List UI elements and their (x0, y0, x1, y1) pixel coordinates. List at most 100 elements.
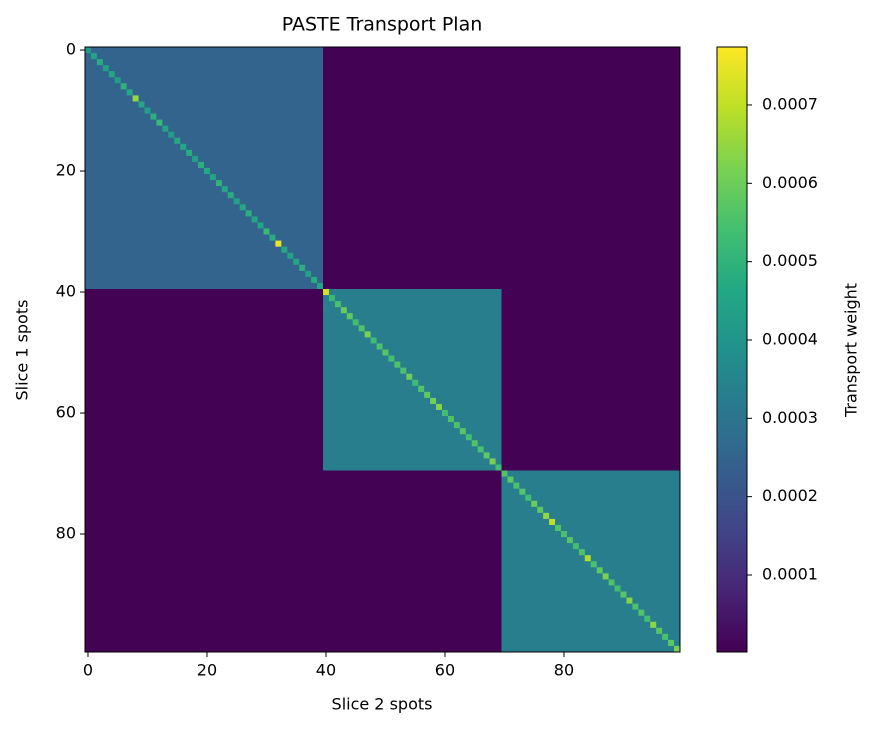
diagonal-cell (537, 506, 544, 513)
diagonal-cell (513, 482, 520, 489)
diagonal-cell (453, 422, 460, 429)
diagonal-cell (543, 512, 550, 519)
diagonal-cell (293, 258, 300, 265)
x-tick-label: 0 (83, 661, 93, 680)
diagonal-cell (233, 198, 240, 205)
diagonal-cell (400, 367, 407, 374)
diagonal-cell (566, 537, 573, 544)
diagonal-cell (227, 192, 234, 199)
diagonal-cell (376, 343, 383, 350)
diagonal-cell (162, 125, 169, 132)
diagonal-cell (328, 295, 335, 302)
diagonal-cell (447, 416, 454, 423)
diagonal-cell (424, 391, 431, 398)
x-tick-label: 60 (435, 661, 455, 680)
diagonal-cell (340, 307, 347, 314)
diagonal-cell (471, 440, 478, 447)
colorbar-tick-label: 0.0004 (762, 329, 818, 348)
diagonal-cell (459, 428, 466, 435)
diagonal-cell (221, 186, 228, 193)
diagonal-cell (406, 373, 413, 380)
diagonal-cell (334, 301, 341, 308)
diagonal-cell (662, 633, 669, 640)
diagonal-cell (215, 180, 222, 187)
diagonal-cell (180, 143, 187, 150)
diagonal-cell (126, 89, 133, 96)
diagonal-cell (489, 458, 496, 465)
diagonal-cell (608, 579, 615, 586)
diagonal-cell (412, 379, 419, 386)
diagonal-cell (430, 397, 437, 404)
diagonal-cell (501, 470, 508, 477)
diagonal-cell (198, 161, 204, 168)
diagonal-cell (102, 65, 109, 72)
diagonal-cell (668, 639, 675, 646)
diagonal-cell (620, 591, 627, 598)
diagonal-cell (346, 313, 353, 320)
diagonal-cell (602, 573, 609, 580)
x-tick-label: 40 (316, 661, 336, 680)
diagonal-cell (209, 174, 216, 181)
diagonal-cell (596, 567, 603, 574)
diagonal-cell (614, 585, 621, 592)
diagonal-cell (572, 543, 579, 550)
colorbar-tick-label: 0.0002 (762, 486, 818, 505)
diagonal-cell (358, 325, 365, 332)
diagonal-cell (442, 410, 448, 417)
diagonal-cell (287, 252, 294, 259)
diagonal-cell (370, 337, 377, 344)
colorbar-tick-label: 0.0001 (762, 564, 818, 583)
diagonal-cell (305, 270, 312, 277)
diagonal-cell (138, 101, 145, 108)
diagonal-cell (156, 119, 163, 126)
diagonal-cell (650, 621, 657, 628)
diagonal-cell (525, 494, 532, 501)
y-tick-label: 40 (56, 282, 76, 301)
diagonal-cell (483, 452, 490, 459)
plot-area (85, 47, 680, 652)
diagonal-cell (85, 47, 91, 54)
diagonal-cell (204, 168, 210, 175)
diagonal-cell (507, 476, 514, 483)
diagonal-cell (269, 234, 276, 241)
diagonal-cell (388, 355, 395, 362)
diagonal-cell (299, 264, 306, 271)
diagonal-cell (674, 645, 680, 652)
colorbar-label: Transport weight (842, 283, 861, 418)
colorbar-tick-label: 0.0005 (762, 251, 818, 270)
x-axis-label: Slice 2 spots (332, 695, 433, 714)
diagonal-cell (263, 228, 270, 235)
diagonal-cell (584, 555, 591, 562)
plot-frame (84, 46, 681, 653)
y-axis-label: Slice 1 spots (13, 300, 32, 401)
diagonal-cell (531, 500, 538, 507)
colorbar-tick-label: 0.0003 (762, 408, 818, 427)
diagonal-cell (108, 71, 115, 78)
colorbar-tick-label: 0.0006 (762, 173, 818, 192)
y-tick-label: 20 (56, 161, 76, 180)
diagonal-cell (245, 210, 252, 217)
diagonal-cell (150, 113, 157, 120)
diagonal-cell (436, 403, 442, 410)
diagonal-cell (239, 204, 246, 211)
diagonal-cell (477, 446, 484, 453)
diagonal-cell (656, 627, 663, 634)
diagonal-cell (192, 155, 199, 162)
diagonal-cell (186, 149, 193, 156)
x-tick-label: 80 (554, 661, 574, 680)
diagonal-cell (251, 216, 258, 223)
diagonal-cell (465, 434, 472, 441)
diagonal-cell (323, 289, 329, 296)
diagonal-cell (626, 597, 633, 604)
diagonal-cell (638, 609, 645, 616)
chart-title: PASTE Transport Plan (282, 14, 483, 36)
diagonal-cell (382, 349, 389, 356)
diagonal-cell (317, 282, 323, 289)
diagonal-cell (257, 222, 264, 229)
diagonal-cell (132, 95, 139, 102)
diagonal-cell (578, 549, 585, 556)
diagonal-cell (632, 603, 639, 610)
diagonal-cell (275, 240, 282, 247)
diagonal-cell (281, 246, 288, 253)
